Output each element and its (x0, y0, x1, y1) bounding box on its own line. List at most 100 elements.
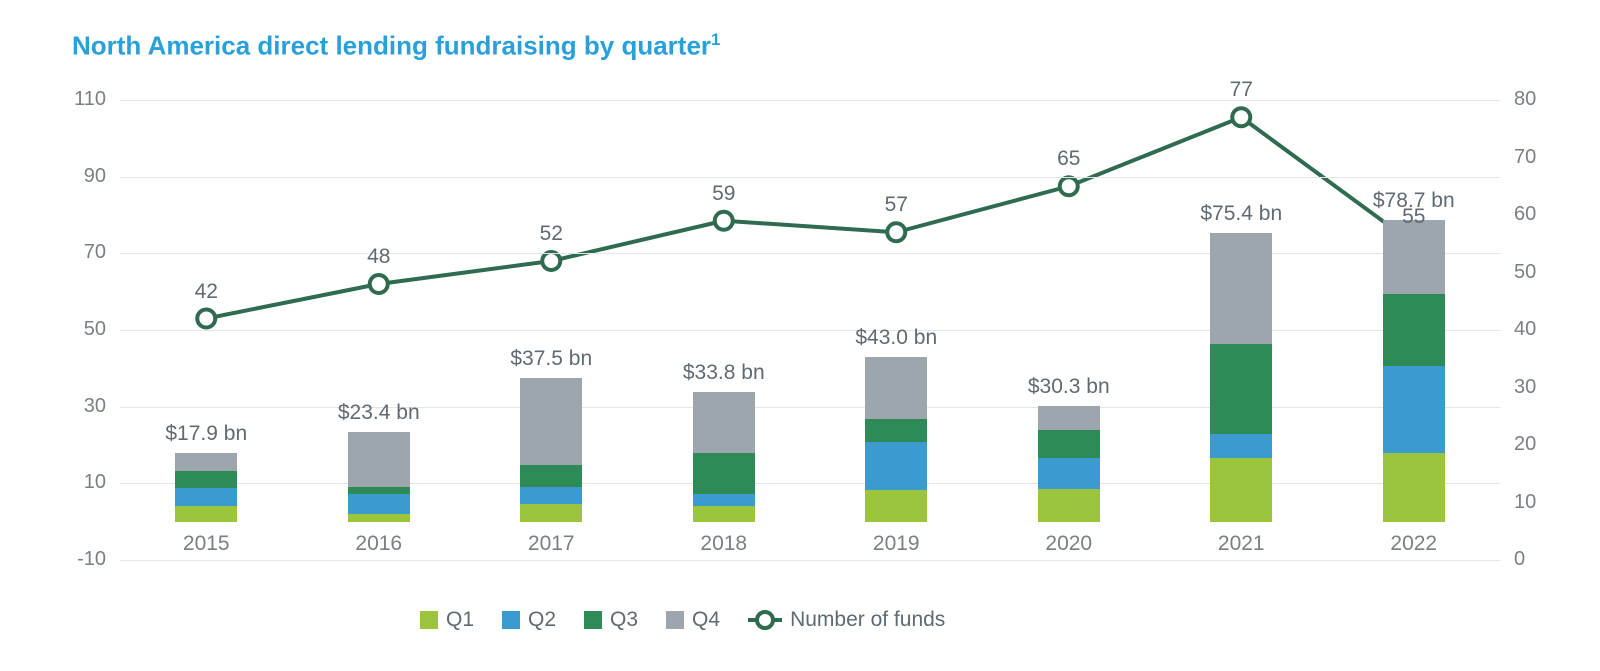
bar-group (1383, 100, 1445, 522)
bar-segment-q2 (1383, 366, 1445, 452)
bar-segment-q1 (693, 506, 755, 521)
y-axis-right-label: 80 (1514, 88, 1536, 111)
y-axis-left-label: 10 (46, 471, 106, 494)
x-axis-category-label: 2017 (528, 532, 575, 556)
chart-title-text: North America direct lending fundraising… (72, 31, 711, 61)
bar-segment-q1 (520, 504, 582, 521)
y-axis-left-label: -10 (46, 548, 106, 571)
y-axis-right-label: 0 (1514, 548, 1525, 571)
x-axis-category-label: 2015 (183, 532, 230, 556)
bar-group (1210, 100, 1272, 522)
bar-segment-q1 (865, 490, 927, 521)
funds-value-label: 42 (195, 280, 218, 304)
grid-line (120, 407, 1500, 408)
funds-value-label: 48 (367, 245, 390, 269)
bar-segment-q1 (175, 506, 237, 522)
bar-segment-q1 (1210, 458, 1272, 521)
y-axis-right-label: 30 (1514, 376, 1536, 399)
y-axis-right-label: 50 (1514, 261, 1536, 284)
plot-area: -101030507090110010203040506070802015$17… (120, 100, 1500, 560)
legend-item: Q1 (420, 608, 474, 632)
x-axis-category-label: 2018 (700, 532, 747, 556)
legend-label: Q2 (528, 608, 556, 632)
funds-value-label: 59 (712, 182, 735, 206)
bar-total-label: $43.0 bn (855, 326, 937, 350)
bar-segment-q3 (1210, 344, 1272, 434)
funds-value-label: 52 (540, 222, 563, 246)
bar-segment-q3 (520, 465, 582, 487)
bar-group (693, 100, 755, 522)
y-axis-right-label: 20 (1514, 433, 1536, 456)
legend-item: Number of funds (748, 608, 945, 632)
legend-item: Q3 (584, 608, 638, 632)
bar-total-label: $17.9 bn (165, 422, 247, 446)
grid-line (120, 100, 1500, 101)
bar-segment-q3 (175, 471, 237, 487)
bar-segment-q3 (348, 487, 410, 495)
grid-line (120, 177, 1500, 178)
bar-segment-q2 (865, 442, 927, 490)
bar-segment-q2 (1038, 458, 1100, 488)
bar-segment-q4 (693, 392, 755, 453)
legend-label: Q1 (446, 608, 474, 632)
bar-segment-q4 (865, 357, 927, 419)
y-axis-right-label: 70 (1514, 146, 1536, 169)
y-axis-left-label: 50 (46, 318, 106, 341)
y-axis-right-label: 10 (1514, 491, 1536, 514)
bar-segment-q2 (348, 494, 410, 513)
bar-group (348, 100, 410, 522)
x-axis-category-label: 2021 (1218, 532, 1265, 556)
legend-label: Q3 (610, 608, 638, 632)
y-axis-right-label: 40 (1514, 318, 1536, 341)
bar-total-label: $23.4 bn (338, 401, 420, 425)
bar-total-label: $75.4 bn (1200, 202, 1282, 226)
bar-total-label: $37.5 bn (510, 347, 592, 371)
y-axis-left-label: 70 (46, 241, 106, 264)
legend-item: Q2 (502, 608, 556, 632)
bar-segment-q1 (1038, 489, 1100, 522)
bar-segment-q3 (1383, 294, 1445, 367)
bar-segment-q3 (865, 419, 927, 442)
chart-title: North America direct lending fundraising… (72, 30, 720, 62)
chart-title-footnote: 1 (711, 30, 720, 49)
bar-segment-q1 (348, 514, 410, 522)
y-axis-left-label: 30 (46, 395, 106, 418)
x-axis-category-label: 2022 (1390, 532, 1437, 556)
bar-segment-q4 (175, 453, 237, 471)
bar-segment-q4 (348, 432, 410, 487)
legend-label: Number of funds (790, 608, 945, 632)
bar-segment-q4 (1038, 406, 1100, 431)
bar-segment-q2 (1210, 434, 1272, 458)
legend-swatch-icon (584, 611, 602, 629)
legend-swatch-icon (420, 611, 438, 629)
bar-segment-q1 (1383, 453, 1445, 522)
x-axis-category-label: 2016 (355, 532, 402, 556)
x-axis-category-label: 2019 (873, 532, 920, 556)
bar-segment-q2 (520, 487, 582, 505)
y-axis-left-label: 90 (46, 165, 106, 188)
funds-value-label: 55 (1402, 205, 1425, 229)
bar-segment-q4 (1383, 220, 1445, 294)
legend-line-marker-icon (748, 611, 782, 629)
bar-group (865, 100, 927, 522)
grid-line (120, 330, 1500, 331)
grid-line (120, 483, 1500, 484)
legend-swatch-icon (502, 611, 520, 629)
bar-segment-q2 (693, 494, 755, 506)
legend-item: Q4 (666, 608, 720, 632)
funds-value-label: 65 (1057, 147, 1080, 171)
chart-container: North America direct lending fundraising… (0, 0, 1600, 671)
bar-group (175, 100, 237, 522)
bar-segment-q3 (693, 453, 755, 494)
bar-segment-q4 (1210, 233, 1272, 344)
y-axis-right-label: 60 (1514, 203, 1536, 226)
grid-line (120, 560, 1500, 561)
bar-total-label: $33.8 bn (683, 361, 765, 385)
legend-label: Q4 (692, 608, 720, 632)
x-axis-category-label: 2020 (1045, 532, 1092, 556)
funds-value-label: 57 (885, 193, 908, 217)
legend: Q1 Q2 Q3 Q4 Number of funds (420, 608, 945, 632)
legend-swatch-icon (666, 611, 684, 629)
bar-segment-q2 (175, 488, 237, 506)
grid-line (120, 253, 1500, 254)
